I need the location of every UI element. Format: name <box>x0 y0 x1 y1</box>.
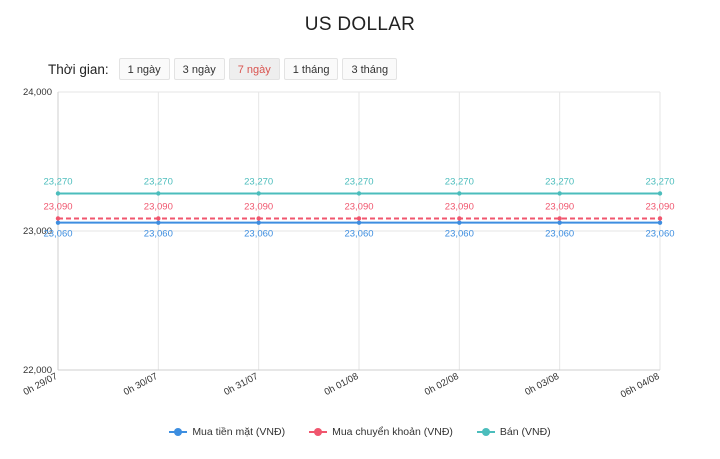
range-1-month-button[interactable]: 1 tháng <box>283 58 339 80</box>
data-label-sell: 23,270 <box>43 176 72 187</box>
data-point-sell <box>256 191 261 196</box>
legend-label-buy-cash: Mua tiền mặt (VNĐ) <box>192 426 286 438</box>
data-label-buy-cash: 23,060 <box>43 229 72 240</box>
x-tick-label: 0h 31/07 <box>222 371 260 398</box>
data-label-sell: 23,270 <box>244 176 273 187</box>
data-point-buy-transfer <box>256 216 261 221</box>
x-tick-label: 0h 30/07 <box>122 371 160 398</box>
data-point-buy-transfer <box>557 216 562 221</box>
data-label-buy-transfer: 23,090 <box>445 201 474 212</box>
data-point-buy-transfer <box>55 216 61 221</box>
data-point-sell <box>657 191 663 196</box>
time-range-label: Thời gian: <box>48 61 109 77</box>
range-7-days-button[interactable]: 7 ngày <box>228 58 280 80</box>
data-point-sell <box>557 191 562 196</box>
x-tick-label: 0h 02/08 <box>423 371 461 398</box>
data-point-buy-cash <box>457 220 462 225</box>
data-label-buy-transfer: 23,090 <box>344 201 373 212</box>
data-point-buy-transfer <box>657 216 663 221</box>
data-point-buy-cash <box>55 220 61 225</box>
legend-swatch-buy-transfer <box>309 427 328 437</box>
range-1-day-button[interactable]: 1 ngày <box>118 58 170 80</box>
x-tick-label: 0h 01/08 <box>323 371 361 398</box>
data-point-buy-cash <box>557 220 562 225</box>
data-point-buy-cash <box>156 220 161 225</box>
legend-item-sell[interactable]: Bán (VNĐ) <box>476 426 551 438</box>
data-label-buy-cash: 23,060 <box>645 229 674 240</box>
data-label-buy-transfer: 23,090 <box>545 201 574 212</box>
data-label-buy-transfer: 23,090 <box>645 201 674 212</box>
data-label-buy-transfer: 23,090 <box>144 201 173 212</box>
y-tick-label: 24,000 <box>23 87 52 98</box>
range-3-months-button[interactable]: 3 tháng <box>342 58 398 80</box>
data-label-buy-cash: 23,060 <box>144 229 173 240</box>
data-point-sell <box>457 191 462 196</box>
data-label-sell: 23,270 <box>445 176 474 187</box>
data-point-sell <box>356 191 362 196</box>
legend-swatch-sell <box>476 427 495 437</box>
legend-swatch-buy-cash <box>169 427 188 437</box>
legend-label-buy-transfer: Mua chuyển khoản (VNĐ) <box>332 426 453 438</box>
legend-item-buy-cash[interactable]: Mua tiền mặt (VNĐ) <box>169 426 285 438</box>
data-label-sell: 23,270 <box>545 176 574 187</box>
data-label-buy-transfer: 23,090 <box>43 201 72 212</box>
y-tick-label: 23,000 <box>23 226 52 237</box>
x-tick-label: 0h 03/08 <box>523 371 561 398</box>
x-tick-label: 06h 04/08 <box>619 371 661 401</box>
time-range-selector: Thời gian: 1 ngày 3 ngày 7 ngày 1 tháng … <box>48 57 401 81</box>
range-3-days-button[interactable]: 3 ngày <box>173 58 225 80</box>
data-point-buy-transfer <box>457 216 462 221</box>
data-point-buy-transfer <box>156 216 161 221</box>
data-label-buy-cash: 23,060 <box>244 229 273 240</box>
data-point-sell <box>55 191 61 196</box>
data-point-buy-transfer <box>356 216 362 221</box>
data-label-sell: 23,270 <box>144 176 173 187</box>
data-point-sell <box>156 191 161 196</box>
data-point-buy-cash <box>256 220 261 225</box>
y-tick-label: 22,000 <box>23 365 52 376</box>
chart-title: US DOLLAR <box>304 14 416 35</box>
data-label-buy-cash: 23,060 <box>545 229 574 240</box>
legend-item-buy-transfer[interactable]: Mua chuyển khoản (VNĐ) <box>309 426 453 438</box>
data-label-buy-cash: 23,060 <box>445 229 474 240</box>
data-point-buy-cash <box>657 220 663 225</box>
data-point-buy-cash <box>356 220 362 225</box>
data-label-sell: 23,270 <box>645 176 674 187</box>
data-label-buy-cash: 23,060 <box>344 229 373 240</box>
legend-label-sell: Bán (VNĐ) <box>499 426 551 438</box>
chart-legend: Mua tiền mặt (VNĐ) Mua chuyển khoản (VNĐ… <box>0 426 720 438</box>
data-label-sell: 23,270 <box>344 176 373 187</box>
data-label-buy-transfer: 23,090 <box>244 201 273 212</box>
